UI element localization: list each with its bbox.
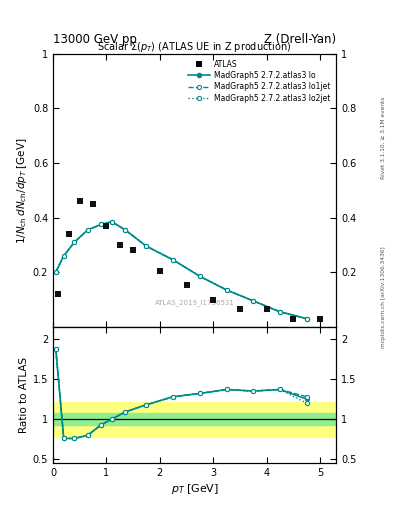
Title: Scalar $\Sigma(p_T)$ (ATLAS UE in Z production): Scalar $\Sigma(p_T)$ (ATLAS UE in Z prod… — [97, 40, 292, 54]
Point — [117, 241, 123, 249]
Y-axis label: Ratio to ATLAS: Ratio to ATLAS — [18, 357, 29, 433]
Point — [66, 230, 72, 238]
Point — [263, 305, 270, 313]
Point — [237, 305, 243, 313]
Point — [210, 295, 217, 304]
Text: Z (Drell-Yan): Z (Drell-Yan) — [264, 33, 336, 46]
Point — [103, 222, 110, 230]
Y-axis label: $1/N_{\mathsf{ch}}\,dN_{\mathsf{ch}}/dp_T\;[\mathsf{GeV}]$: $1/N_{\mathsf{ch}}\,dN_{\mathsf{ch}}/dp_… — [15, 137, 29, 244]
Point — [130, 246, 136, 254]
Point — [184, 281, 190, 289]
Point — [290, 315, 296, 324]
Point — [157, 267, 163, 275]
Text: ATLAS_2019_I1736531: ATLAS_2019_I1736531 — [154, 299, 235, 306]
Point — [55, 290, 62, 298]
Text: Rivet 3.1.10, ≥ 3.1M events: Rivet 3.1.10, ≥ 3.1M events — [381, 97, 386, 179]
Point — [90, 200, 96, 208]
Text: mcplots.cern.ch [arXiv:1306.3436]: mcplots.cern.ch [arXiv:1306.3436] — [381, 246, 386, 348]
Point — [77, 197, 83, 205]
Point — [317, 315, 323, 324]
Text: 13000 GeV pp: 13000 GeV pp — [53, 33, 137, 46]
X-axis label: $p_T\;[\mathsf{GeV}]$: $p_T\;[\mathsf{GeV}]$ — [171, 482, 219, 497]
Legend: ATLAS, MadGraph5 2.7.2.atlas3 lo, MadGraph5 2.7.2.atlas3 lo1jet, MadGraph5 2.7.2: ATLAS, MadGraph5 2.7.2.atlas3 lo, MadGra… — [186, 57, 332, 105]
